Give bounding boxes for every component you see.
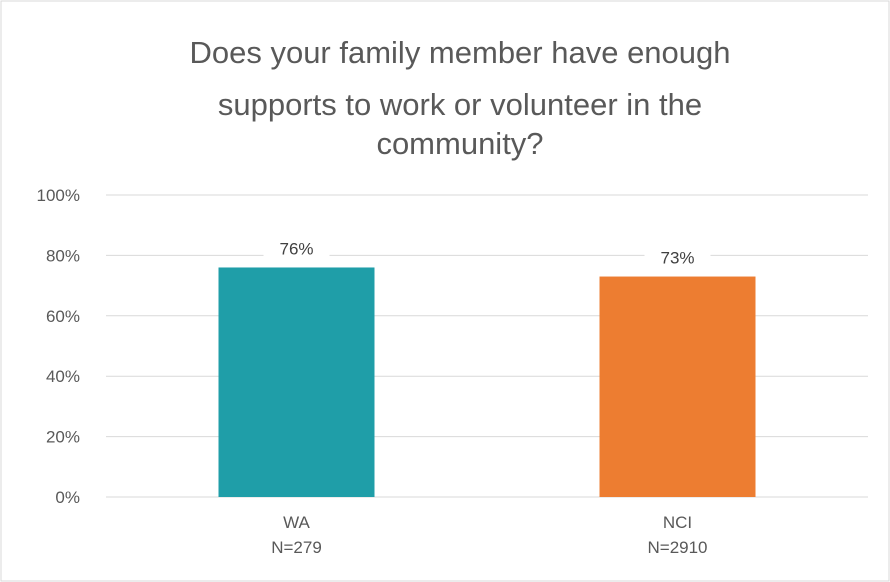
y-tick-label-0: 0% — [55, 488, 80, 507]
category-n-label-nci: N=2910 — [647, 538, 707, 557]
bar-nci — [599, 276, 756, 497]
category-label-wa: WA — [283, 513, 310, 532]
y-tick-label-80: 80% — [46, 246, 80, 265]
data-labels: 76% 73% — [263, 237, 711, 273]
chart-title-line-1: Does your family member have enough — [189, 35, 730, 70]
bar-wa — [218, 267, 375, 497]
data-label-bg-nci — [644, 246, 711, 273]
category-label-nci: NCI — [663, 513, 692, 532]
bars — [218, 267, 756, 497]
y-tick-label-40: 40% — [46, 367, 80, 386]
y-tick-label-100: 100% — [37, 186, 80, 205]
category-labels: WA N=279 NCI N=2910 — [271, 513, 707, 557]
category-n-label-wa: N=279 — [271, 538, 322, 557]
chart-title: Does your family member have enough suppo… — [189, 35, 730, 161]
chart-title-line-3: community? — [376, 126, 543, 161]
y-axis-tick-labels: 0% 20% 40% 60% 80% 100% — [37, 186, 80, 507]
chart-title-line-2: supports to work or volunteer in the — [218, 87, 702, 122]
data-label-bg-wa — [263, 237, 330, 264]
data-label-wa: 76% — [279, 239, 313, 258]
y-tick-label-20: 20% — [46, 428, 80, 447]
y-tick-label-60: 60% — [46, 307, 80, 326]
data-label-nci: 73% — [660, 249, 694, 268]
